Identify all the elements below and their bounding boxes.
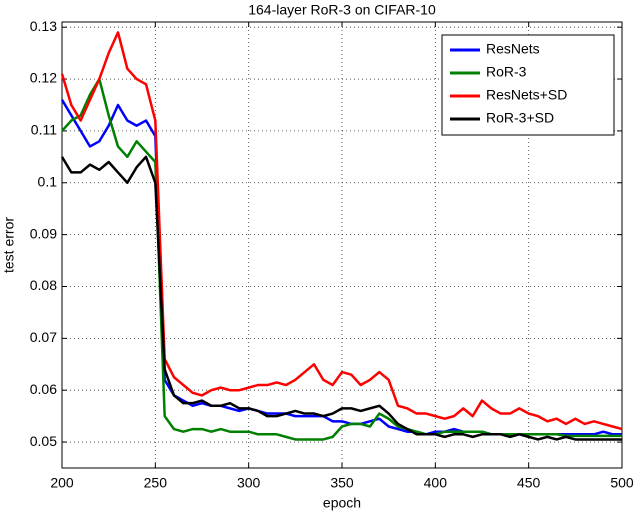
x-tick-label: 300 (237, 475, 261, 491)
x-tick-label: 350 (330, 475, 354, 491)
series-line (60, 31, 623, 431)
series-line (60, 155, 622, 441)
series-line (61, 77, 622, 441)
y-tick-label: 0.12 (30, 70, 57, 86)
legend-label: ResNets+SD (486, 87, 567, 103)
x-tick-label: 450 (517, 475, 541, 491)
legend-label: RoR-3+SD (486, 110, 554, 126)
plot-frame (61, 21, 623, 469)
x-tick-label: 200 (50, 475, 74, 491)
x-axis-label: epoch (323, 495, 361, 511)
legend-label: ResNets (486, 41, 540, 57)
y-tick-label: 0.08 (30, 277, 57, 293)
y-tick-label: 0.06 (30, 381, 57, 397)
chart-title: 164-layer RoR-3 on CIFAR-10 (248, 2, 436, 18)
y-tick-label: 0.05 (30, 433, 57, 449)
x-tick-label: 500 (610, 475, 634, 491)
legend-label: RoR-3 (486, 64, 527, 80)
y-tick-label: 0.13 (30, 18, 57, 34)
y-tick-label: 0.11 (31, 122, 57, 138)
x-tick-label: 250 (144, 475, 168, 491)
y-tick-label: 0.1 (38, 173, 58, 189)
y-tick-label: 0.09 (30, 225, 57, 241)
y-axis-label: test error (1, 217, 17, 273)
y-tick-label: 0.07 (30, 329, 57, 345)
x-tick-label: 400 (424, 475, 448, 491)
